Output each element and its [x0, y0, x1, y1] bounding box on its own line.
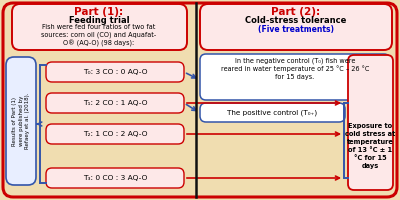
- Text: Fish were fed four ratios of two fat
sources: corn oil (CO) and Aquafat-
O® (AQ-: Fish were fed four ratios of two fat sou…: [41, 24, 157, 47]
- FancyBboxPatch shape: [46, 62, 184, 82]
- FancyBboxPatch shape: [348, 55, 393, 190]
- Text: Part (1):: Part (1):: [74, 7, 124, 17]
- FancyBboxPatch shape: [12, 4, 187, 50]
- FancyBboxPatch shape: [200, 54, 390, 100]
- FancyBboxPatch shape: [46, 93, 184, 113]
- Text: In the negative control (T₀) fish were
reared in water temperature of 25 °C – 26: In the negative control (T₀) fish were r…: [221, 57, 369, 80]
- Text: Feeding trial: Feeding trial: [69, 16, 129, 25]
- FancyBboxPatch shape: [200, 103, 345, 122]
- Text: T₂: 1 CO : 2 AQ-O: T₂: 1 CO : 2 AQ-O: [83, 131, 147, 137]
- Text: T₃: 0 CO : 3 AQ-O: T₃: 0 CO : 3 AQ-O: [83, 175, 147, 181]
- Text: T₁: 2 CO : 1 AQ-O: T₁: 2 CO : 1 AQ-O: [83, 100, 147, 106]
- FancyBboxPatch shape: [3, 3, 397, 197]
- FancyBboxPatch shape: [200, 4, 392, 50]
- Text: T₀: 3 CO : 0 AQ-O: T₀: 3 CO : 0 AQ-O: [83, 69, 147, 75]
- Text: (Five treatments): (Five treatments): [258, 25, 334, 34]
- Text: Cold-stress tolerance: Cold-stress tolerance: [245, 16, 347, 25]
- Text: Exposure to
cold stress at
temperature
of 13 °C ± 1
°C for 15
days: Exposure to cold stress at temperature o…: [345, 123, 395, 169]
- FancyBboxPatch shape: [46, 168, 184, 188]
- FancyBboxPatch shape: [6, 57, 36, 185]
- FancyBboxPatch shape: [46, 124, 184, 144]
- Text: Part (2):: Part (2):: [272, 7, 320, 17]
- Text: The positive control (T₀₊): The positive control (T₀₊): [227, 110, 317, 116]
- Text: Results of Part (1)
were published by
Refaey et al. (2018).: Results of Part (1) were published by Re…: [12, 93, 30, 149]
